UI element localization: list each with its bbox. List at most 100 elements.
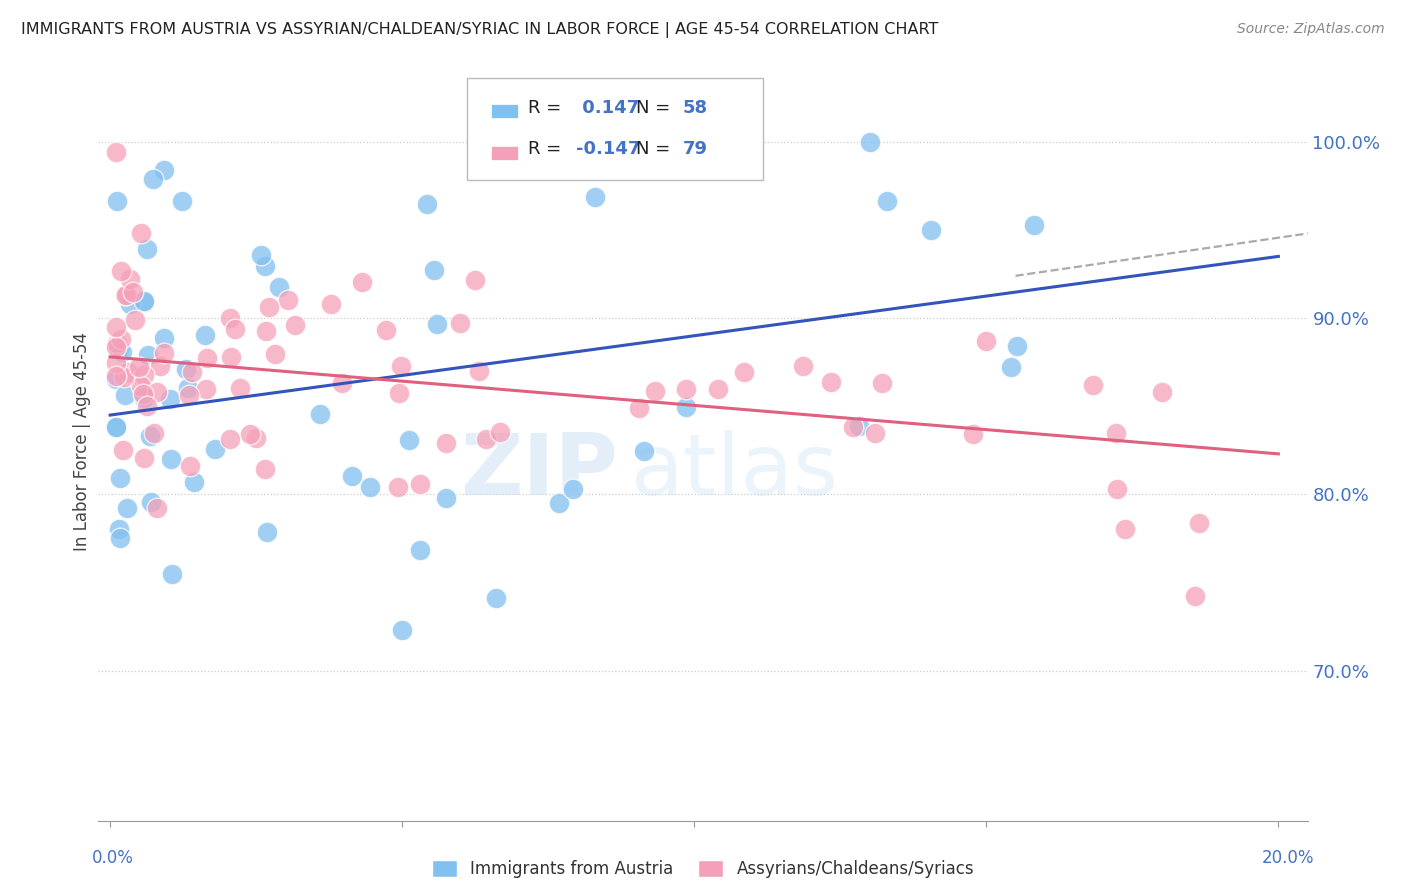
Point [120,296,142,310]
Point [177,381,200,395]
Point [114,370,136,384]
Point [194,327,217,342]
Point [416,197,439,211]
Point [848,418,870,433]
Point [108,470,131,484]
Point [108,531,131,545]
Point [876,194,898,208]
Text: 79: 79 [682,140,707,159]
Point [633,443,655,458]
Point [195,351,218,366]
Point [1114,522,1136,536]
Point [176,361,198,376]
Text: Source: ZipAtlas.com: Source: ZipAtlas.com [1237,22,1385,37]
Point [374,323,396,337]
Point [124,313,146,327]
Point [426,317,449,331]
Point [108,522,131,536]
Point [359,480,381,494]
Point [423,262,446,277]
Point [1024,218,1046,232]
Point [179,458,201,473]
Point [104,372,127,386]
Point [468,364,491,378]
Point [464,272,486,286]
Point [224,321,246,335]
Point [219,432,242,446]
Point [1150,385,1173,400]
Point [117,365,139,379]
Point [1005,338,1028,352]
Legend: Immigrants from Austria, Assyrians/Chaldeans/Syriacs: Immigrants from Austria, Assyrians/Chald… [425,853,981,884]
Point [132,387,155,401]
Point [1184,589,1206,603]
Text: 0.147: 0.147 [576,98,640,117]
Y-axis label: In Labor Force | Age 45-54: In Labor Force | Age 45-54 [73,332,91,551]
Point [149,359,172,374]
Point [104,368,127,383]
Point [387,480,409,494]
Point [257,301,280,315]
Point [218,311,240,326]
Point [675,401,697,415]
Point [122,285,145,299]
Point [250,248,273,262]
Text: 0.0%: 0.0% [91,849,134,867]
Point [135,399,157,413]
Point [350,275,373,289]
Point [872,376,894,391]
Point [160,566,183,581]
Point [177,388,200,402]
Point [135,242,157,256]
Point [129,226,152,240]
Point [132,451,155,466]
Point [920,223,942,237]
Point [1105,483,1128,497]
Text: -0.147: -0.147 [576,140,640,159]
Point [146,385,169,400]
Text: R =: R = [527,98,567,117]
Point [340,469,363,483]
Point [105,194,128,208]
Point [434,491,457,506]
Point [475,432,498,446]
Point [239,427,262,442]
Point [974,334,997,348]
Text: 58: 58 [682,98,707,117]
Point [1105,426,1128,441]
Point [229,381,252,395]
Point [269,280,291,294]
Point [485,591,508,605]
Point [644,384,666,398]
Point [132,294,155,309]
Point [792,359,814,374]
Text: IMMIGRANTS FROM AUSTRIA VS ASSYRIAN/CHALDEAN/SYRIAC IN LABOR FORCE | AGE 45-54 C: IMMIGRANTS FROM AUSTRIA VS ASSYRIAN/CHAL… [21,22,938,38]
Point [284,318,307,332]
Point [1000,359,1022,374]
Point [707,382,730,396]
Point [863,426,886,441]
Point [562,482,585,496]
Text: atlas: atlas [630,430,838,514]
Point [104,145,127,160]
Point [181,365,204,379]
Point [152,346,174,360]
Point [583,190,606,204]
Point [136,348,159,362]
Point [115,501,138,516]
Point [153,162,176,177]
Point [139,495,162,509]
Point [114,288,136,302]
Point [398,433,420,447]
Text: 20.0%: 20.0% [1263,849,1315,867]
Text: N =: N = [637,98,676,117]
Point [114,287,136,301]
Point [1188,516,1211,531]
Point [195,382,218,396]
Point [628,401,651,416]
Point [277,293,299,307]
Point [134,293,156,308]
Point [254,259,277,273]
Point [105,335,128,350]
Point [170,194,193,208]
